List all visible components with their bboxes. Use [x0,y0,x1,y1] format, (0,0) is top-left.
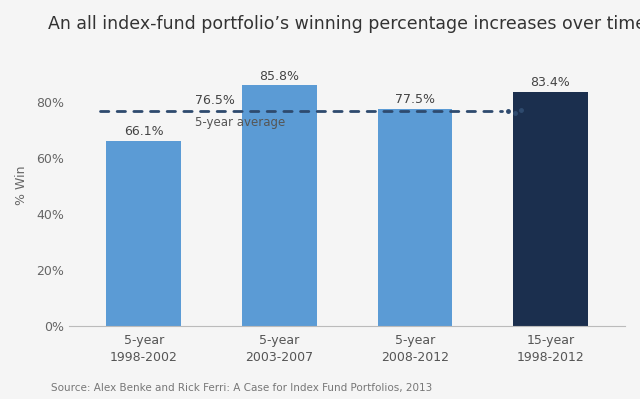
Bar [513,92,588,326]
Text: 77.5%: 77.5% [395,93,435,106]
Y-axis label: % Win: % Win [15,166,28,205]
Text: Source: Alex Benke and Rick Ferri: A Case for Index Fund Portfolios, 2013: Source: Alex Benke and Rick Ferri: A Cas… [51,383,433,393]
Title: An all index-fund portfolio’s winning percentage increases over time: An all index-fund portfolio’s winning pe… [48,15,640,33]
Text: 85.8%: 85.8% [259,70,300,83]
Text: 5-year average: 5-year average [195,116,285,129]
Bar [378,109,452,326]
Bar [242,85,317,326]
Text: 76.5%: 76.5% [195,94,235,107]
Bar [106,140,181,326]
Text: 66.1%: 66.1% [124,125,164,138]
Text: 83.4%: 83.4% [531,76,570,89]
